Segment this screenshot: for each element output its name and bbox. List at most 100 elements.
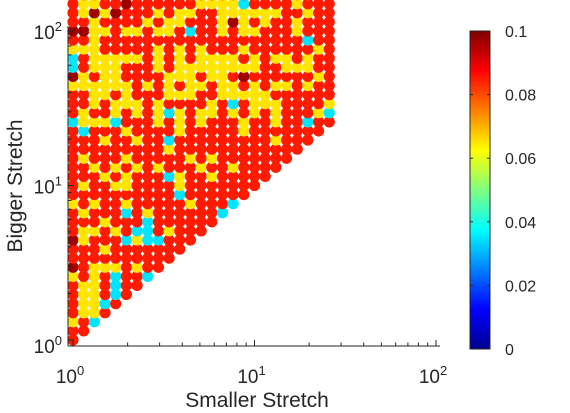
data-point — [131, 0, 143, 10]
data-point — [110, 0, 122, 10]
data-point — [110, 261, 122, 273]
data-point — [120, 252, 132, 264]
data-point — [142, 7, 154, 19]
data-point — [99, 70, 111, 83]
data-point — [152, 125, 165, 137]
data-point — [88, 89, 100, 101]
x-tick-label: 102 — [419, 363, 447, 388]
data-point — [248, 7, 261, 19]
data-point — [184, 25, 197, 37]
data-point — [88, 7, 100, 19]
data-point — [238, 125, 250, 137]
data-point — [174, 89, 186, 101]
data-point — [206, 125, 218, 137]
data-point — [291, 98, 303, 110]
data-point — [99, 116, 111, 128]
data-point — [88, 52, 100, 64]
data-point — [238, 152, 250, 164]
data-point — [270, 52, 282, 64]
data-point — [323, 43, 335, 55]
data-point — [206, 16, 218, 28]
data-point — [270, 0, 282, 10]
data-point — [291, 89, 303, 101]
data-point — [88, 252, 100, 264]
data-point — [142, 61, 154, 73]
data-point — [174, 161, 186, 173]
data-point — [227, 52, 239, 64]
data-point — [99, 79, 111, 92]
data-point — [131, 107, 143, 119]
data-point — [206, 89, 218, 101]
data-point — [131, 98, 143, 110]
data-point — [152, 79, 165, 92]
x-axis-label: Smaller Stretch — [185, 389, 329, 412]
data-point — [110, 288, 122, 301]
data-point — [131, 225, 143, 237]
data-point — [312, 7, 325, 19]
colorbar — [469, 30, 491, 350]
data-point — [163, 116, 175, 128]
data-point — [67, 288, 79, 301]
data-point — [174, 16, 186, 28]
data-point — [227, 161, 239, 173]
data-point — [142, 207, 154, 219]
scatter-points — [67, 0, 335, 346]
data-point — [206, 179, 218, 192]
data-point — [195, 161, 207, 173]
data-point — [152, 143, 165, 155]
data-point — [131, 79, 143, 92]
data-point — [259, 134, 271, 146]
data-point — [110, 34, 122, 46]
data-point — [67, 316, 79, 328]
data-point — [131, 143, 143, 155]
y-tick-label: 100 — [34, 333, 62, 358]
data-point — [195, 79, 207, 92]
data-point — [291, 116, 303, 128]
data-point — [78, 0, 90, 10]
data-point — [88, 79, 100, 92]
data-point — [120, 179, 132, 192]
data-point — [206, 0, 218, 10]
data-point — [206, 61, 218, 73]
data-point — [248, 107, 261, 119]
data-point — [238, 79, 250, 92]
data-point — [206, 161, 218, 173]
data-point — [78, 52, 90, 64]
data-point — [184, 198, 197, 210]
data-point — [312, 89, 325, 101]
data-point — [163, 216, 175, 228]
data-point — [110, 70, 122, 83]
data-point — [120, 216, 132, 228]
data-point — [259, 7, 271, 19]
data-point — [142, 152, 154, 164]
data-point — [227, 43, 239, 55]
data-point — [163, 252, 175, 264]
data-point — [184, 79, 197, 92]
data-point — [184, 52, 197, 64]
data-point — [99, 252, 111, 264]
data-point — [120, 43, 132, 55]
x-tick-label: 101 — [237, 363, 265, 388]
data-point — [238, 89, 250, 101]
data-point — [227, 152, 239, 164]
data-point — [99, 98, 111, 110]
data-point — [78, 188, 90, 201]
data-point — [67, 79, 79, 92]
data-point — [99, 207, 111, 219]
data-point — [88, 43, 100, 55]
data-point — [67, 89, 79, 101]
data-point — [163, 243, 175, 255]
data-point — [78, 207, 90, 219]
data-point — [142, 234, 154, 246]
x-tick-label: 100 — [56, 363, 84, 388]
data-point — [152, 43, 165, 55]
data-point — [88, 98, 100, 110]
data-point — [184, 34, 197, 46]
data-point — [174, 116, 186, 128]
data-point — [99, 161, 111, 173]
data-point — [131, 161, 143, 173]
data-point — [238, 188, 250, 201]
data-point — [131, 7, 143, 19]
data-point — [259, 0, 271, 10]
data-point — [259, 98, 271, 110]
